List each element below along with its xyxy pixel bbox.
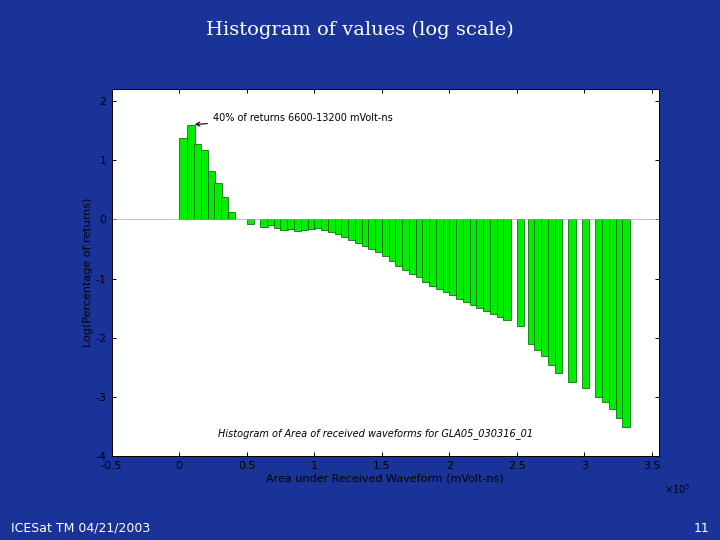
Bar [469,219,477,305]
Bar [389,219,396,261]
Bar [355,219,362,243]
Bar [294,219,302,231]
Bar [274,219,282,228]
Bar [443,219,450,292]
Bar [456,219,464,299]
Bar [423,219,430,281]
Bar [321,219,328,230]
Bar [328,219,336,232]
Bar [534,219,542,350]
Bar [301,219,308,230]
Bar [215,183,222,219]
Bar [194,144,202,219]
Bar [582,219,589,388]
Bar [201,150,208,219]
Bar [260,219,268,226]
Bar [517,219,524,326]
Bar [402,219,410,270]
Bar [179,138,186,219]
Bar [207,171,215,219]
Text: 11: 11 [693,522,709,535]
Bar [483,219,490,311]
Bar [602,219,610,402]
Bar [228,212,235,219]
Bar [568,219,576,382]
Bar [369,219,376,249]
Bar [548,219,555,364]
Bar [528,219,535,344]
Bar [314,219,322,228]
Bar [490,219,498,314]
Text: $\times 10^5$: $\times 10^5$ [665,482,690,496]
Text: Histogram of values (log scale): Histogram of values (log scale) [206,21,514,39]
Bar [622,219,630,427]
Bar [395,219,402,266]
Text: Histogram of Area of received waveforms for GLA05_030316_01: Histogram of Area of received waveforms … [217,428,533,438]
Bar [595,219,603,397]
Bar [463,219,470,302]
Bar [287,219,294,229]
X-axis label: Area under Received Waveform (mVolt-ns): Area under Received Waveform (mVolt-ns) [266,474,504,484]
Bar [307,219,315,229]
Bar [503,219,511,320]
Bar [375,219,382,252]
Bar [341,219,348,237]
Bar [497,219,504,317]
Bar [187,125,194,219]
Bar [541,219,549,356]
Bar [415,219,423,278]
Bar [221,197,228,219]
Bar [382,219,390,256]
Text: ICESat TM 04/21/2003: ICESat TM 04/21/2003 [11,522,150,535]
Bar [267,219,274,225]
Y-axis label: Log(Percentage of returns): Log(Percentage of returns) [83,198,93,347]
Bar [449,219,456,295]
Bar [247,219,254,224]
Bar [616,219,623,418]
Text: 40% of returns 6600-13200 mVolt-ns: 40% of returns 6600-13200 mVolt-ns [196,112,392,126]
Bar [436,219,444,289]
Bar [335,219,342,234]
Bar [555,219,562,373]
Bar [477,219,484,308]
Bar [361,219,369,246]
Bar [409,219,416,274]
Bar [281,219,288,230]
Bar [609,219,616,409]
Bar [348,219,356,240]
Bar [429,219,436,286]
